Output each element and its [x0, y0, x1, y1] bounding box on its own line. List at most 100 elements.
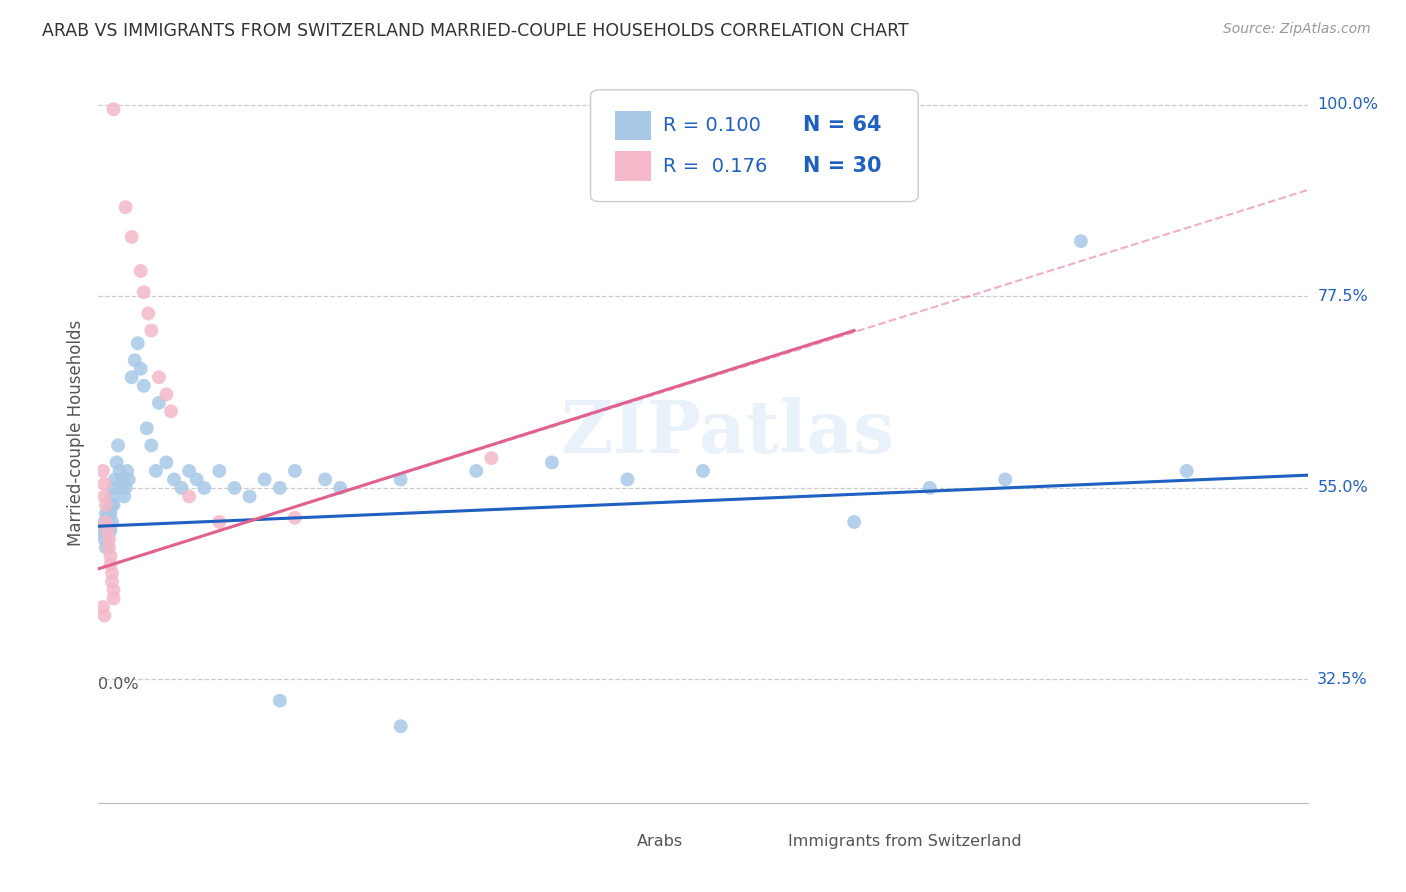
Point — [284, 510, 307, 524]
Point — [540, 455, 562, 469]
Point — [314, 472, 336, 486]
Point — [98, 515, 121, 529]
Point — [179, 490, 201, 504]
Point — [100, 524, 122, 538]
Point — [179, 464, 201, 478]
Point — [132, 285, 155, 300]
Point — [389, 719, 412, 733]
Point — [98, 541, 121, 555]
Point — [98, 507, 121, 521]
Point — [148, 396, 170, 410]
Point — [100, 558, 122, 572]
Point — [93, 515, 115, 529]
Point — [389, 472, 412, 486]
Point — [100, 507, 122, 521]
Point — [96, 524, 118, 538]
Point — [136, 306, 159, 320]
Point — [111, 472, 134, 486]
Point — [155, 387, 177, 401]
Point — [148, 370, 170, 384]
Point — [121, 370, 143, 384]
Point — [114, 481, 136, 495]
Text: 0.0%: 0.0% — [98, 677, 139, 692]
Point — [107, 438, 129, 452]
Point — [91, 600, 114, 615]
Point — [98, 524, 121, 538]
Text: 100.0%: 100.0% — [1317, 97, 1378, 112]
Point — [163, 472, 186, 486]
Text: Source: ZipAtlas.com: Source: ZipAtlas.com — [1223, 22, 1371, 37]
Point — [115, 464, 138, 478]
Point — [101, 574, 124, 589]
Point — [208, 515, 231, 529]
Point — [91, 464, 114, 478]
Point — [186, 472, 208, 486]
Bar — [600, 830, 627, 853]
Point — [284, 464, 307, 478]
Point — [94, 515, 117, 529]
Point — [93, 532, 115, 546]
Point — [103, 498, 125, 512]
Text: 77.5%: 77.5% — [1317, 289, 1368, 304]
Point — [94, 524, 117, 538]
Point — [93, 476, 115, 491]
Text: 55.0%: 55.0% — [1317, 481, 1368, 495]
Point — [101, 490, 124, 504]
Point — [101, 498, 124, 512]
Point — [108, 464, 131, 478]
Point — [269, 481, 291, 495]
Point — [112, 490, 135, 504]
Point — [127, 336, 149, 351]
Point — [253, 472, 276, 486]
Text: 32.5%: 32.5% — [1317, 672, 1368, 687]
Point — [103, 591, 125, 606]
Point — [145, 464, 167, 478]
Bar — [614, 152, 651, 181]
Point — [110, 481, 132, 495]
Point — [135, 421, 157, 435]
Text: ZIPatlas: ZIPatlas — [560, 397, 894, 468]
Point — [124, 353, 146, 368]
Point — [1070, 234, 1092, 248]
Point — [98, 532, 121, 546]
Text: Immigrants from Switzerland: Immigrants from Switzerland — [787, 834, 1021, 849]
Point — [129, 264, 152, 278]
Point — [208, 464, 231, 478]
Point — [93, 608, 115, 623]
Text: ARAB VS IMMIGRANTS FROM SWITZERLAND MARRIED-COUPLE HOUSEHOLDS CORRELATION CHART: ARAB VS IMMIGRANTS FROM SWITZERLAND MARR… — [42, 22, 908, 40]
Point — [94, 507, 117, 521]
Point — [94, 498, 117, 512]
Point — [465, 464, 488, 478]
Text: N = 30: N = 30 — [803, 156, 882, 176]
Point — [692, 464, 714, 478]
Point — [918, 481, 941, 495]
Point — [141, 438, 163, 452]
Point — [329, 481, 352, 495]
Point — [91, 524, 114, 538]
Point — [105, 455, 128, 469]
Text: R = 0.100: R = 0.100 — [664, 116, 761, 135]
Bar — [614, 111, 651, 140]
Point — [994, 472, 1017, 486]
Point — [101, 515, 124, 529]
Point — [844, 515, 866, 529]
Y-axis label: Married-couple Households: Married-couple Households — [66, 319, 84, 546]
Point — [103, 481, 125, 495]
Point — [224, 481, 246, 495]
Point — [170, 481, 193, 495]
Point — [94, 541, 117, 555]
Bar — [751, 830, 778, 853]
Text: N = 64: N = 64 — [803, 115, 882, 136]
Point — [141, 324, 163, 338]
Point — [100, 549, 122, 563]
Point — [1175, 464, 1198, 478]
Point — [118, 472, 141, 486]
Point — [129, 361, 152, 376]
Point — [155, 455, 177, 469]
Point — [96, 524, 118, 538]
Point — [100, 498, 122, 512]
Text: Arabs: Arabs — [637, 834, 683, 849]
Point — [160, 404, 183, 418]
Point — [121, 230, 143, 244]
Point — [132, 379, 155, 393]
